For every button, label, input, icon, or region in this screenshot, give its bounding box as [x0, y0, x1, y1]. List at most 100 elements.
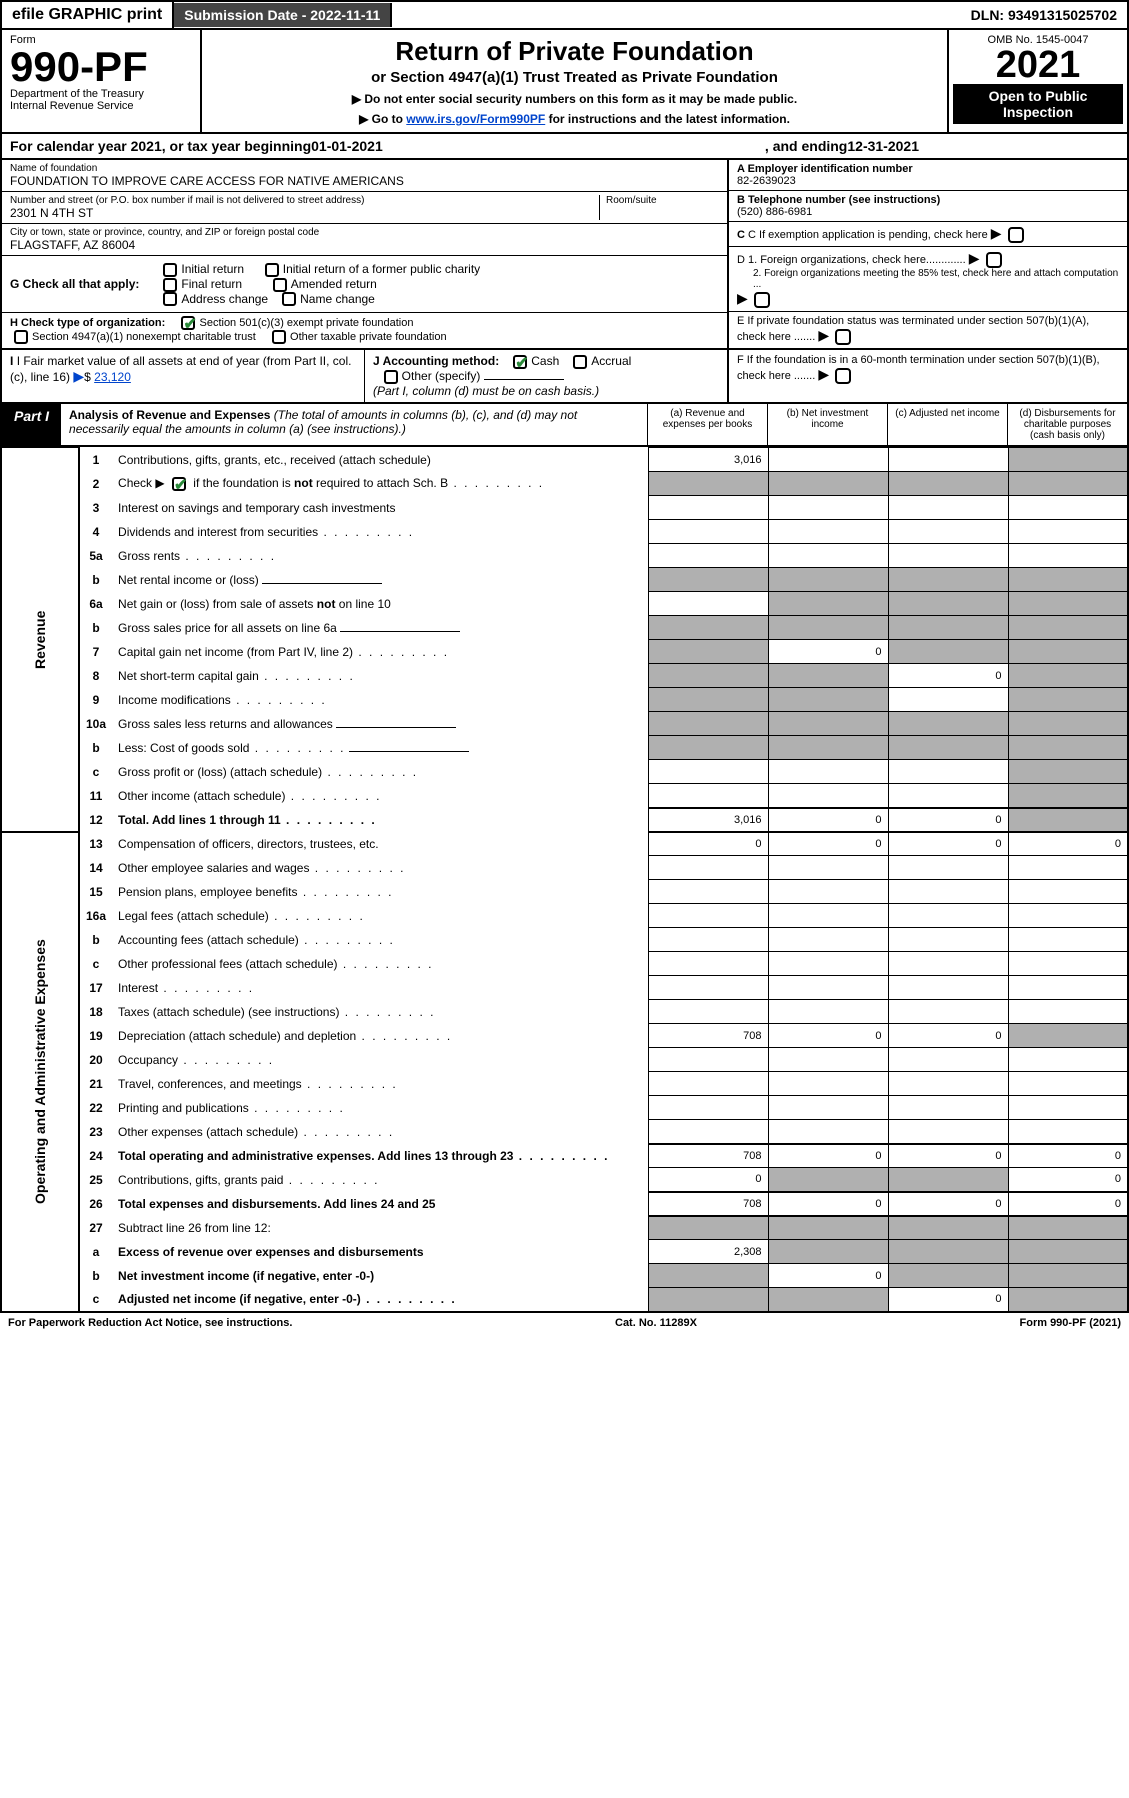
value-cell [768, 976, 888, 1000]
table-row: 3Interest on savings and temporary cash … [1, 496, 1128, 520]
value-cell [888, 784, 1008, 808]
dln: DLN: 93491315025702 [961, 3, 1127, 27]
line-number: 18 [79, 1000, 112, 1024]
value-cell [1008, 784, 1128, 808]
line-number: 23 [79, 1120, 112, 1144]
table-row: bNet investment income (if negative, ent… [1, 1264, 1128, 1288]
value-cell [648, 1216, 768, 1240]
accrual-checkbox[interactable] [573, 355, 587, 369]
value-cell [1008, 1096, 1128, 1120]
amended-checkbox[interactable] [273, 278, 287, 292]
line-number: 25 [79, 1168, 112, 1192]
value-cell: 0 [888, 808, 1008, 832]
e-checkbox[interactable] [835, 329, 851, 345]
tax-year: 2021 [953, 46, 1123, 84]
line-desc: Contributions, gifts, grants paid [112, 1168, 648, 1192]
table-row: 14Other employee salaries and wages [1, 856, 1128, 880]
submission-date: Submission Date - 2022-11-11 [174, 3, 392, 27]
line-desc: Gross sales less returns and allowances [112, 712, 648, 736]
value-cell [1008, 1024, 1128, 1048]
sch-b-checkbox[interactable] [172, 477, 186, 491]
line-desc: Other employee salaries and wages [112, 856, 648, 880]
other-method-checkbox[interactable] [384, 370, 398, 384]
value-cell [768, 496, 888, 520]
line-number: c [79, 1288, 112, 1312]
d2-checkbox[interactable] [754, 292, 770, 308]
f-checkbox[interactable] [835, 368, 851, 384]
line-desc: Gross rents [112, 544, 648, 568]
table-row: 21Travel, conferences, and meetings [1, 1072, 1128, 1096]
table-row: 23Other expenses (attach schedule) [1, 1120, 1128, 1144]
irs: Internal Revenue Service [10, 100, 192, 112]
value-cell [648, 1264, 768, 1288]
value-cell [1008, 712, 1128, 736]
value-cell: 708 [648, 1024, 768, 1048]
value-cell [768, 904, 888, 928]
table-row: 10aGross sales less returns and allowanc… [1, 712, 1128, 736]
value-cell [648, 520, 768, 544]
value-cell [888, 736, 1008, 760]
value-cell [888, 712, 1008, 736]
table-row: 2Check ▶ if the foundation is not requir… [1, 472, 1128, 496]
value-cell [648, 904, 768, 928]
info-left: Name of foundation FOUNDATION TO IMPROVE… [2, 160, 727, 348]
value-cell [888, 688, 1008, 712]
line-number: 27 [79, 1216, 112, 1240]
value-cell [768, 880, 888, 904]
header-right: OMB No. 1545-0047 2021 Open to Public In… [947, 30, 1127, 132]
value-cell: 708 [648, 1192, 768, 1216]
fmv-value[interactable]: 23,120 [94, 370, 131, 384]
c-checkbox[interactable] [1008, 227, 1024, 243]
value-cell: 0 [648, 832, 768, 856]
line-number: 20 [79, 1048, 112, 1072]
value-cell [1008, 856, 1128, 880]
section-f: F If the foundation is in a 60-month ter… [727, 350, 1127, 402]
other-taxable-checkbox[interactable] [272, 330, 286, 344]
cash-checkbox[interactable] [513, 355, 527, 369]
line-number: b [79, 616, 112, 640]
value-cell: 708 [648, 1144, 768, 1168]
value-cell [648, 1120, 768, 1144]
value-cell: 0 [768, 640, 888, 664]
table-row: 9Income modifications [1, 688, 1128, 712]
table-row: bAccounting fees (attach schedule) [1, 928, 1128, 952]
name-change-checkbox[interactable] [282, 292, 296, 306]
value-cell [768, 1096, 888, 1120]
line-desc: Other expenses (attach schedule) [112, 1120, 648, 1144]
value-cell [888, 952, 1008, 976]
value-cell [768, 544, 888, 568]
line-number: 13 [79, 832, 112, 856]
d1-checkbox[interactable] [986, 252, 1002, 268]
address-change-checkbox[interactable] [163, 292, 177, 306]
value-cell [1008, 880, 1128, 904]
initial-former-checkbox[interactable] [265, 263, 279, 277]
line-number: a [79, 1240, 112, 1264]
value-cell [888, 1240, 1008, 1264]
ein: 82-2639023 [737, 175, 796, 187]
street-address: 2301 N 4TH ST [10, 206, 599, 220]
table-row: bLess: Cost of goods sold [1, 736, 1128, 760]
table-row: cAdjusted net income (if negative, enter… [1, 1288, 1128, 1312]
irs-link[interactable]: www.irs.gov/Form990PF [406, 112, 545, 126]
table-row: 26Total expenses and disbursements. Add … [1, 1192, 1128, 1216]
line-desc: Depreciation (attach schedule) and deple… [112, 1024, 648, 1048]
value-cell [1008, 1264, 1128, 1288]
initial-return-checkbox[interactable] [163, 263, 177, 277]
table-row: cOther professional fees (attach schedul… [1, 952, 1128, 976]
value-cell [648, 784, 768, 808]
value-cell [768, 928, 888, 952]
value-cell [888, 1216, 1008, 1240]
table-row: 11Other income (attach schedule) [1, 784, 1128, 808]
table-row: 4Dividends and interest from securities [1, 520, 1128, 544]
line-desc: Pension plans, employee benefits [112, 880, 648, 904]
value-cell: 0 [768, 832, 888, 856]
value-cell [1008, 616, 1128, 640]
value-cell [1008, 928, 1128, 952]
info-grid: Name of foundation FOUNDATION TO IMPROVE… [0, 160, 1129, 350]
final-return-checkbox[interactable] [163, 278, 177, 292]
value-cell [1008, 1000, 1128, 1024]
line-number: c [79, 760, 112, 784]
4947-checkbox[interactable] [14, 330, 28, 344]
top-bar: efile GRAPHIC print Submission Date - 20… [0, 0, 1129, 30]
501c3-checkbox[interactable] [181, 316, 195, 330]
